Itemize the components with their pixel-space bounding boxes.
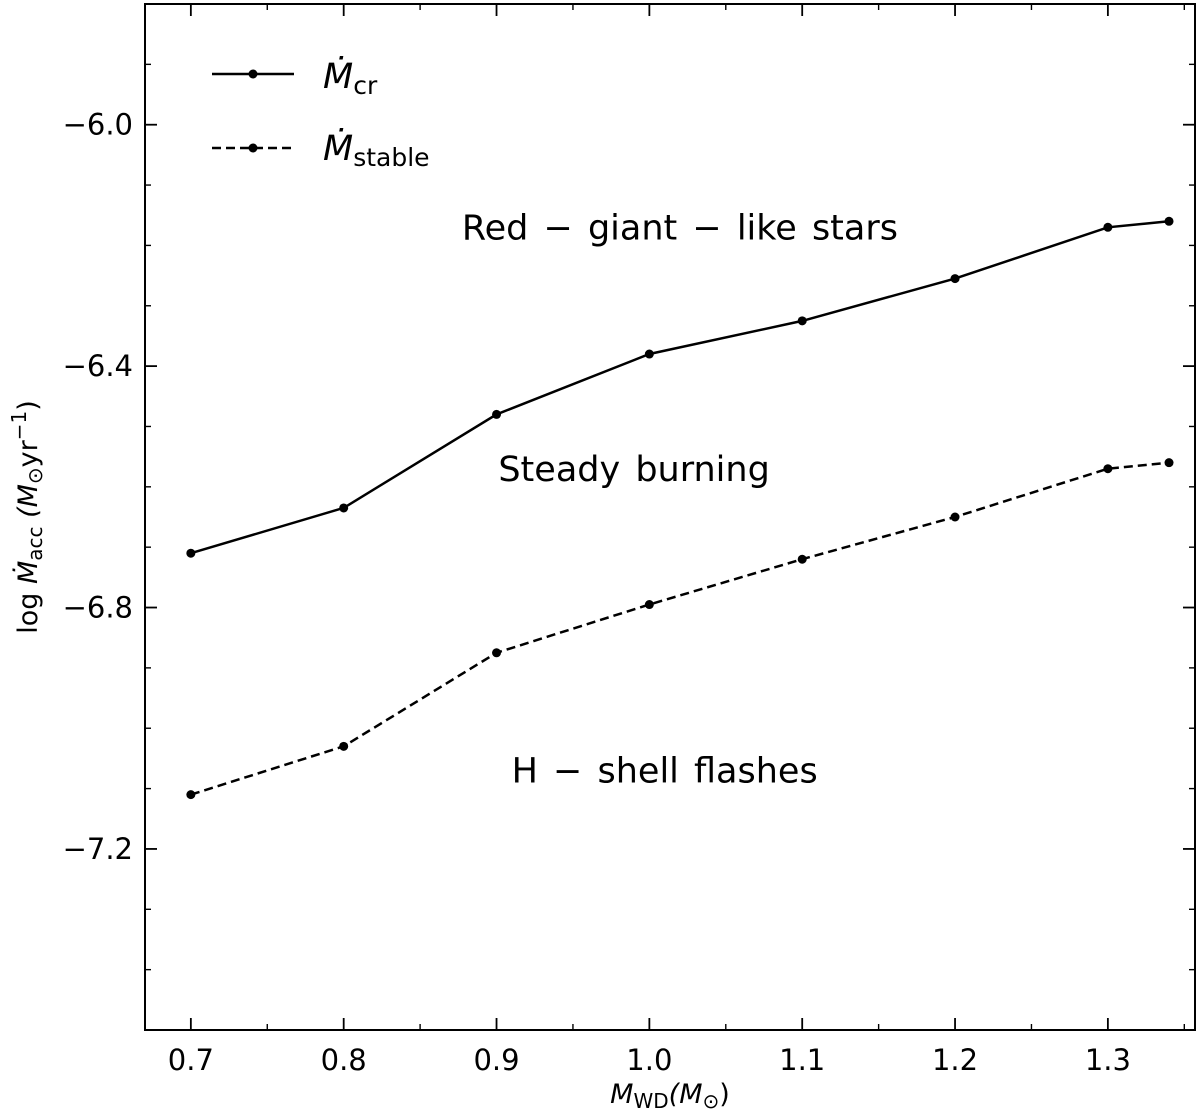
series-line-stable [190, 461, 1170, 796]
data-point-stable [492, 648, 502, 658]
legend-label-cr-sub: cr [353, 71, 378, 100]
y-axis-label-unit-tail: yr [13, 439, 44, 467]
y-axis-label-unit-sup: −1 [7, 411, 31, 440]
data-point-cr [339, 503, 349, 513]
x-tick-label: 1.0 [626, 1043, 672, 1077]
legend-label-cr: Ṁcr [323, 55, 378, 100]
x-tick-label: 1.2 [932, 1043, 978, 1077]
x-tick-label: 0.9 [473, 1043, 519, 1077]
data-point-cr [1164, 216, 1174, 226]
y-axis-ticks: −6.0 −6.4 −6.8 −7.2 [63, 3, 1195, 971]
legend-label-cr-main: Ṁ [323, 55, 353, 97]
y-axis-label-unit-sub: ⊙ [23, 467, 47, 484]
data-point-stable [950, 512, 960, 522]
data-point-cr [950, 274, 960, 284]
region-annotation: Red − giant − like stars [462, 208, 898, 248]
legend-marker-dashed [248, 143, 258, 153]
x-axis-label: MWD(M⊙) [610, 1079, 730, 1113]
region-annotation: Steady burning [498, 450, 769, 490]
legend-label-stable-sub: stable [353, 143, 429, 172]
legend-marker-solid [248, 69, 258, 79]
y-axis-label-main: Ṁ [12, 561, 44, 584]
x-tick-label: 1.1 [779, 1043, 825, 1077]
x-tick-label: 0.7 [168, 1043, 214, 1077]
data-point-stable [186, 790, 196, 800]
x-axis-ticks: 0.7 0.8 0.9 1.0 1.1 1.2 1.3 [168, 4, 1186, 1077]
x-tick-label: 1.3 [1085, 1043, 1131, 1077]
data-point-cr [797, 316, 807, 326]
y-axis-label-unit: (M [13, 484, 44, 526]
x-tick-label: 0.8 [321, 1043, 367, 1077]
y-tick-label: −7.2 [63, 832, 133, 866]
y-axis-label-sub: acc [23, 527, 47, 561]
legend-label-stable-main: Ṁ [323, 127, 353, 169]
data-point-stable [1164, 458, 1174, 468]
annotation-layer: Red − giant − like stars Steady burning H … [462, 208, 898, 791]
data-point-stable [1103, 464, 1113, 474]
y-axis-label-close: ) [13, 400, 44, 411]
y-tick-label: −6.8 [63, 591, 133, 625]
data-point-cr [492, 409, 502, 419]
data-point-stable [339, 741, 349, 751]
x-axis-label-main: M [610, 1079, 633, 1110]
y-tick-label: −6.4 [63, 349, 133, 383]
series-layer [186, 216, 1174, 800]
legend-label-stable: Ṁstable [323, 127, 430, 172]
region-annotation: H − shell flashes [512, 752, 818, 792]
y-axis-label-prefix: log [13, 584, 44, 634]
legend: Ṁcr Ṁstable [212, 55, 430, 172]
data-point-stable [797, 554, 807, 564]
data-point-cr [186, 548, 196, 558]
y-tick-label: −6.0 [63, 108, 133, 142]
data-point-stable [644, 600, 654, 610]
x-axis-label-sub: WD [633, 1089, 668, 1113]
series-line-cr [190, 220, 1170, 555]
data-point-cr [644, 349, 654, 359]
x-axis-label-close: ) [719, 1079, 730, 1110]
x-axis-label-unit: (M [669, 1079, 703, 1110]
plot-frame [144, 3, 1196, 1031]
y-axis-label: log Ṁacc (M⊙yr−1) [7, 400, 47, 634]
x-axis-label-unit-sub: ⊙ [703, 1089, 720, 1113]
data-point-cr [1103, 222, 1113, 232]
